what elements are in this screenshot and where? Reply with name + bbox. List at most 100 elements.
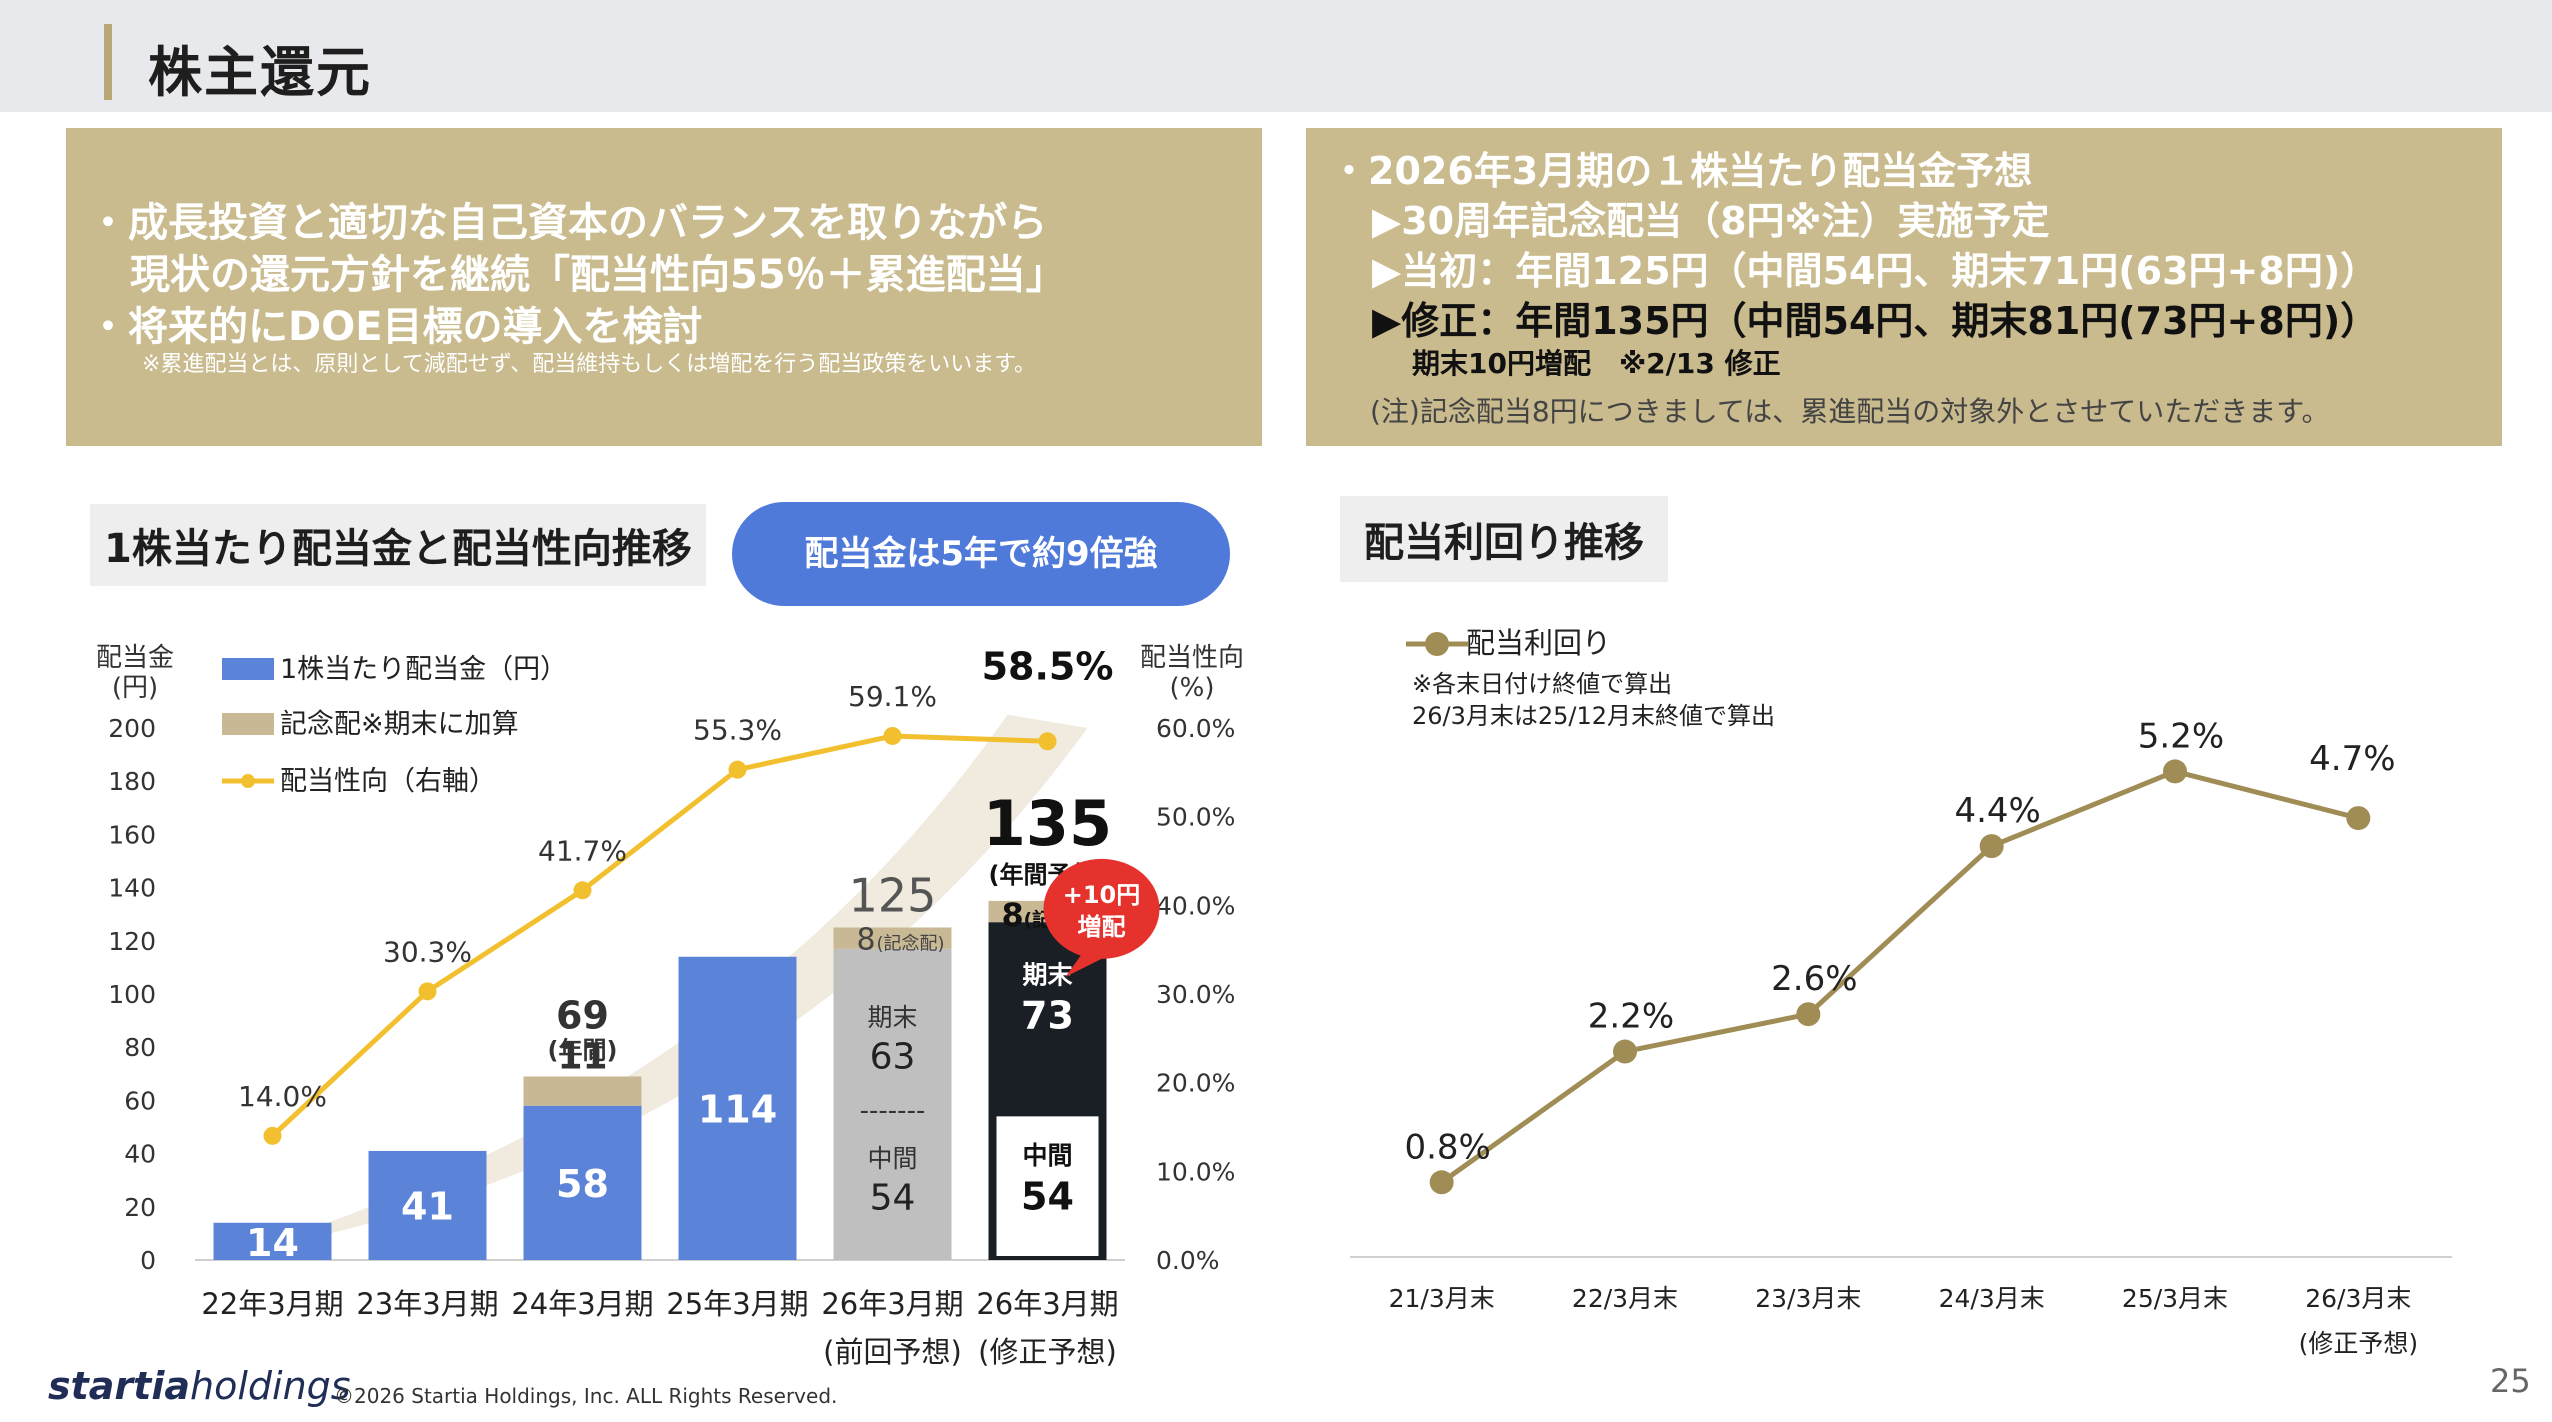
rev-forecast-interim-value: 54 [1021, 1174, 1074, 1218]
dividend-bar-label: 114 [698, 1087, 777, 1131]
fy24-commemorative-label: 11 [557, 1036, 607, 1077]
yield-note-1: ※各末日付け終値で算出 [1412, 670, 1672, 698]
x-category-sublabel: (修正予想) [978, 1335, 1117, 1369]
rev-forecast-total: 135 [983, 787, 1112, 860]
dividend-bar [368, 1150, 487, 1260]
dividend-bar-label: 41 [401, 1184, 454, 1228]
prev-forecast-commemorative-segment [833, 927, 952, 949]
payout-ratio-label: 41.7% [538, 834, 627, 867]
policy-bullet-1-line-2: 現状の還元方針を継続「配当性向55％＋累進配当」 [130, 252, 1066, 298]
legend-label-yield: 配当利回り [1466, 626, 1611, 660]
legend-swatch-commemorative [222, 713, 274, 735]
growth-swoosh [232, 714, 1088, 1255]
yield-point [1796, 1002, 1821, 1027]
payout-ratio-label: 55.3% [693, 714, 782, 747]
y2-tick-label: 10.0% [1156, 1157, 1235, 1186]
payout-ratio-label: 59.1% [848, 680, 937, 713]
legend-marker-payout [241, 774, 255, 788]
dividend-chart-title: 1株当たり配当金と配当性向推移 [90, 504, 706, 586]
title-accent-bar [104, 24, 112, 100]
y-tick-label: 160 [108, 820, 156, 849]
y-tick-label: 100 [108, 980, 156, 1009]
header-bar [0, 0, 2552, 112]
callout-bubble: 配当金は5年で約9倍強 [732, 502, 1230, 606]
yield-value-label: 0.8% [1404, 1127, 1490, 1167]
legend-label-commemorative: 記念配※期末に加算 [280, 709, 519, 740]
yield-point [2163, 759, 2187, 784]
payout-ratio-label: 30.3% [383, 935, 472, 968]
prev-forecast-interim-value: 54 [870, 1177, 916, 1218]
prev-forecast-commemorative-note: (記念配) [877, 933, 945, 955]
y-tick-label: 0 [140, 1246, 156, 1275]
yield-point [2346, 806, 2371, 831]
x-category-label: 24年3月期 [511, 1287, 653, 1321]
legend-label-dividend: 1株当たり配当金（円） [280, 654, 567, 685]
dividend-yield-chart: 配当利回り ※各末日付け終値で算出 26/3月末は25/12月末終値で算出 0.8% 2… [1350, 626, 2452, 1358]
x-category-label: 26年3月期 [976, 1287, 1118, 1321]
prev-forecast-end-label: 期末 [867, 1003, 917, 1032]
dividend-forecast-box: ・2026年3月期の１株当たり配当金予想 ▶30周年記念配当（8円※注）実施予定… [1306, 128, 2502, 446]
y2-tick-label: 50.0% [1156, 803, 1235, 832]
increase-badge [1043, 858, 1160, 959]
policy-bullet-2: ・将来的にDOE目標の導入を検討 [88, 304, 703, 350]
y-axis-title: 配当金 [96, 643, 174, 673]
payout-ratio-point [1038, 732, 1057, 751]
yield-point [1429, 1170, 1454, 1195]
payout-ratio-point [728, 760, 747, 779]
dividend-bar [213, 1222, 332, 1260]
y-tick-label: 40 [124, 1140, 156, 1169]
dividend-bar-label: 58 [556, 1162, 609, 1206]
x-category-label: 23年3月期 [356, 1287, 498, 1321]
y2-tick-label: 40.0% [1156, 891, 1235, 920]
yield-chart-title: 配当利回り推移 [1340, 496, 1668, 582]
rev-forecast-end-value: 73 [1021, 994, 1074, 1038]
dividend-bar [523, 1105, 642, 1260]
payout-ratio-point [573, 881, 592, 900]
x-category-label: 22年3月期 [201, 1287, 343, 1321]
rev-forecast-commemorative-value: 8 [1002, 896, 1024, 934]
x-category-sublabel: (修正予想) [2299, 1329, 2419, 1358]
prev-forecast-end-value: 63 [870, 1036, 916, 1077]
increase-badge-amount: +10円 [1063, 881, 1141, 909]
y-tick-label: 120 [108, 927, 156, 956]
prev-forecast-bar [833, 948, 952, 1260]
yield-point [1979, 834, 2004, 859]
x-category-sublabel: (前回予想) [823, 1335, 962, 1369]
y2-tick-label: 30.0% [1156, 980, 1235, 1009]
fy24-annual-note: (年間) [548, 1036, 618, 1064]
page-number: 25 [2490, 1362, 2531, 1400]
payout-ratio-label: 58.5% [982, 644, 1114, 688]
forecast-line-4: ▶修正：年間135円（中間54円、期末81円(73円+8円)） [1372, 299, 2379, 343]
prev-forecast-divider: ------- [860, 1096, 926, 1126]
yield-note-2: 26/3月末は25/12月末終値で算出 [1412, 702, 1775, 730]
legend-label-payout: 配当性向（右軸） [280, 766, 496, 797]
copyright-text: ©2026 Startia Holdings, Inc. ALL Rights … [334, 1384, 838, 1408]
payout-ratio-line [270, 733, 1048, 1138]
payout-ratio-point [418, 982, 437, 1001]
y2-axis-unit: (%) [1170, 673, 1215, 703]
x-category-label: 25年3月期 [666, 1287, 808, 1321]
payout-ratio-point [263, 1126, 282, 1145]
prev-forecast-interim-label: 中間 [867, 1144, 917, 1173]
yield-value-label: 4.7% [2309, 739, 2395, 779]
increase-badge-text: 増配 [1078, 913, 1126, 941]
legend-swatch-dividend [222, 658, 274, 680]
yield-value-label: 2.6% [1771, 959, 1857, 999]
y2-tick-label: 0.0% [1156, 1246, 1220, 1275]
rev-forecast-interim-box [996, 1116, 1099, 1256]
page-title: 株主還元 [148, 41, 372, 104]
x-category-label: 26年3月期 [821, 1287, 963, 1321]
y-tick-label: 80 [124, 1033, 156, 1062]
legend-marker-yield [1425, 632, 1449, 656]
dividend-bar [678, 956, 797, 1260]
y2-axis-title: 配当性向 [1140, 643, 1244, 673]
yield-value-label: 2.2% [1588, 997, 1674, 1037]
rev-forecast-end-label: 期末 [1022, 960, 1072, 989]
forecast-line-1: ・2026年3月期の１株当たり配当金予想 [1330, 149, 2033, 193]
fy24-total-label: 69 [556, 993, 609, 1037]
yield-point [1613, 1039, 1637, 1064]
dividend-bar-label: 14 [246, 1221, 299, 1265]
payout-ratio-label: 14.0% [238, 1080, 327, 1113]
y-tick-label: 200 [108, 714, 156, 743]
policy-summary-box: ・成長投資と適切な自己資本のバランスを取りながら 現状の還元方針を継続「配当性向… [66, 128, 1262, 446]
